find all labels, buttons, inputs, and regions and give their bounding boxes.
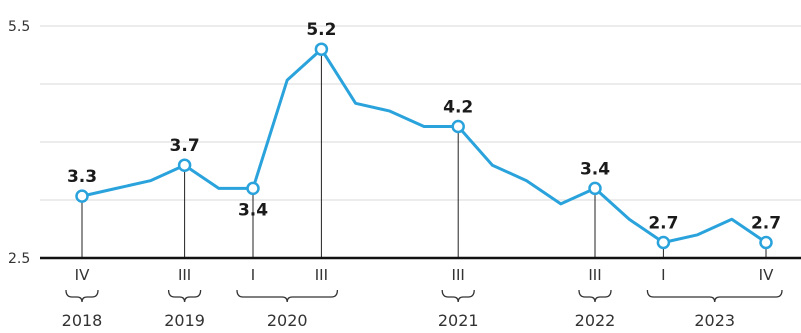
data-label: 5.2	[306, 20, 336, 40]
data-point-marker	[246, 181, 260, 196]
series-line	[81, 47, 767, 244]
y-tick-label: 5.5	[8, 19, 30, 35]
data-label: 3.3	[67, 167, 97, 187]
data-point-marker	[759, 235, 773, 250]
year-label: 2019	[164, 311, 205, 330]
gridlines	[40, 25, 801, 201]
quarter-label: III	[315, 266, 328, 284]
y-axis-ticks: 5.5 2.5	[8, 19, 30, 267]
data-point-marker	[177, 158, 192, 172]
year-bracket	[646, 289, 783, 303]
quarter-label: III	[178, 266, 191, 284]
year-bracket	[236, 289, 339, 303]
year-label: 2022	[575, 311, 616, 330]
year-bracket	[441, 289, 475, 303]
quarter-label: IV	[75, 266, 90, 284]
quarter-label: I	[661, 266, 665, 284]
data-markers	[75, 42, 773, 250]
data-label: 4.2	[443, 98, 473, 118]
data-label: 2.7	[648, 214, 678, 234]
year-bracket	[578, 289, 612, 303]
data-label: 3.7	[170, 136, 200, 156]
data-label: 3.4	[238, 200, 268, 220]
year-label: 2023	[694, 311, 735, 330]
year-bracket	[65, 289, 99, 303]
data-point-marker	[656, 235, 671, 250]
data-label: 3.4	[580, 159, 610, 179]
year-label: 2020	[267, 311, 308, 330]
quarter-label: IV	[759, 266, 774, 284]
data-point-marker	[75, 189, 89, 203]
y-tick-label: 2.5	[8, 251, 30, 267]
quarter-label: I	[251, 266, 255, 284]
quarter-label: III	[452, 266, 465, 284]
year-label: 2018	[62, 311, 103, 330]
year-bracket	[167, 289, 202, 303]
data-point-marker	[314, 42, 329, 56]
year-label: 2021	[438, 311, 479, 330]
data-point-marker	[451, 119, 465, 134]
data-label: 2.7	[751, 214, 781, 234]
series-line	[81, 47, 767, 244]
data-point-marker	[588, 181, 602, 196]
data-labels: 3.3 3.7 3.4 5.2 4.2 3.4 2.7 2.7	[67, 20, 781, 233]
quarter-label: III	[588, 266, 601, 284]
